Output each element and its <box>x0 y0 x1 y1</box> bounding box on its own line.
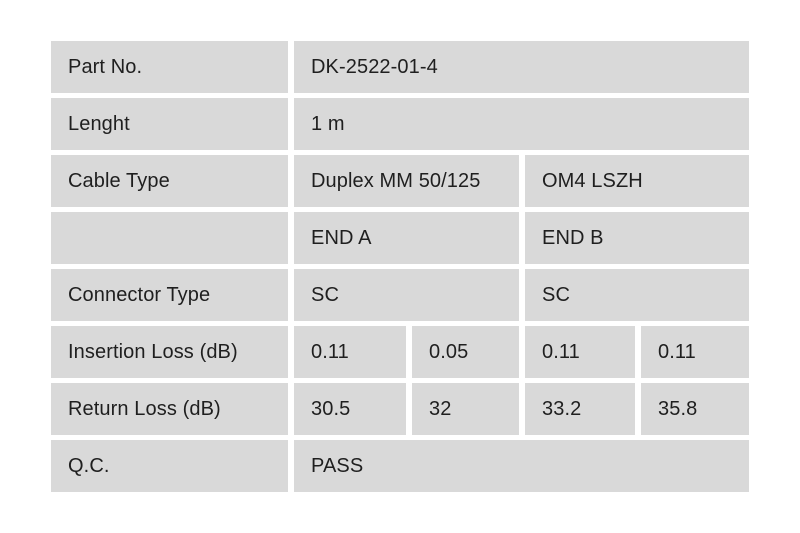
value-cell: 32 <box>412 383 519 435</box>
value-cell: 0.11 <box>641 326 750 378</box>
value-cell: END A <box>294 212 519 264</box>
spec-table: Part No. DK-2522-01-4 Lenght 1 m Cable T… <box>45 36 755 497</box>
table-row-cable-type: Cable Type Duplex MM 50/125 OM4 LSZH <box>51 155 750 207</box>
row-label-cell: Insertion Loss (dB) <box>51 326 288 378</box>
row-label-cell: Cable Type <box>51 155 288 207</box>
value-cell: 33.2 <box>525 383 635 435</box>
table-row-return-loss: Return Loss (dB) 30.5 32 33.2 35.8 <box>51 383 750 435</box>
table-row-connector-type: Connector Type SC SC <box>51 269 750 321</box>
row-label-cell: Lenght <box>51 98 288 150</box>
table-row-length: Lenght 1 m <box>51 98 750 150</box>
value-cell: 0.11 <box>294 326 406 378</box>
value-cell: 35.8 <box>641 383 750 435</box>
table-row-part-no: Part No. DK-2522-01-4 <box>51 41 750 93</box>
value-cell: PASS <box>294 440 750 492</box>
value-cell: 0.11 <box>525 326 635 378</box>
row-label-cell: Return Loss (dB) <box>51 383 288 435</box>
value-cell: Duplex MM 50/125 <box>294 155 519 207</box>
table-row-insertion-loss: Insertion Loss (dB) 0.11 0.05 0.11 0.11 <box>51 326 750 378</box>
row-label-cell: Connector Type <box>51 269 288 321</box>
value-cell: SC <box>525 269 750 321</box>
row-label-cell-empty <box>51 212 288 264</box>
table-row-qc: Q.C. PASS <box>51 440 750 492</box>
value-cell: 30.5 <box>294 383 406 435</box>
row-label-cell: Part No. <box>51 41 288 93</box>
value-cell: 1 m <box>294 98 750 150</box>
value-cell: DK-2522-01-4 <box>294 41 750 93</box>
value-cell: OM4 LSZH <box>525 155 750 207</box>
value-cell: SC <box>294 269 519 321</box>
row-label-cell: Q.C. <box>51 440 288 492</box>
value-cell: END B <box>525 212 750 264</box>
value-cell: 0.05 <box>412 326 519 378</box>
table-row-end-header: END A END B <box>51 212 750 264</box>
